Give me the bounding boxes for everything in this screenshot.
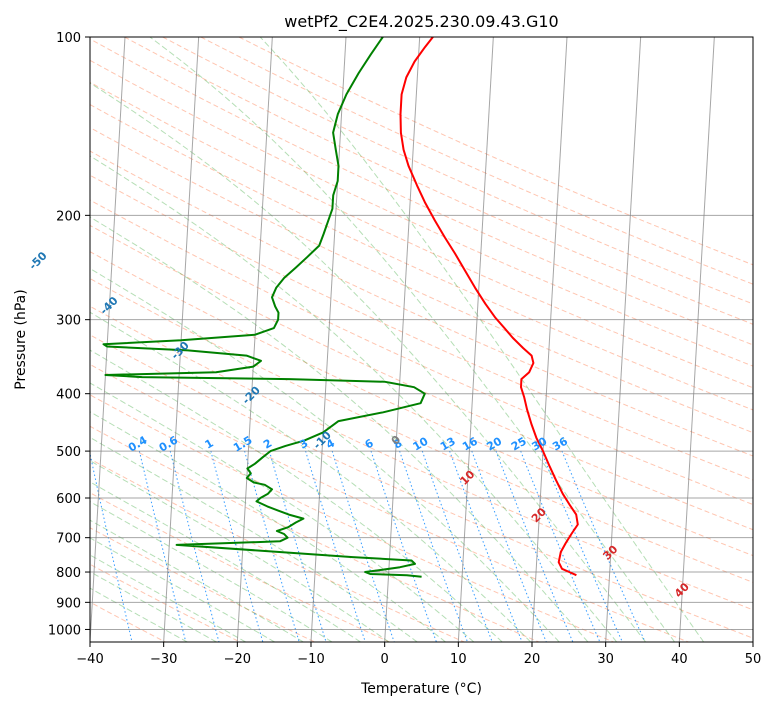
dry-adiabat-line — [90, 224, 753, 531]
moist-adiabat-line — [90, 216, 589, 642]
x-tick-label: 0 — [381, 652, 389, 667]
x-tick-label: −40 — [76, 652, 103, 667]
moist-adiabat-line — [90, 460, 390, 642]
x-tick-label: 20 — [524, 652, 541, 667]
x-axis-title: Temperature (°C) — [360, 681, 482, 697]
dry-adiabat-line — [238, 37, 753, 266]
x-tick-label: 40 — [671, 652, 688, 667]
moist-adiabat-line — [90, 382, 475, 642]
y-tick-label: 700 — [56, 532, 81, 547]
dry-adiabat-line — [90, 305, 753, 611]
profiles — [102, 37, 579, 578]
mixing-ratio-line — [268, 450, 327, 642]
mixing-ratio-line — [540, 450, 623, 642]
y-axis: 100 200 300 400 500 600 700 800 900 1000 — [48, 31, 90, 638]
mixing-ratio-line — [561, 450, 646, 642]
x-tick-label: 30 — [597, 652, 614, 667]
mixing-ratio-line — [305, 450, 366, 642]
y-tick-label: 400 — [56, 388, 81, 403]
isotherm-line — [605, 37, 642, 642]
chart-title: wetPf2_C2E4.2025.230.09.43.G10 — [284, 12, 558, 32]
moist-adiabat-line — [149, 37, 675, 642]
x-tick-label: 50 — [745, 652, 762, 667]
x-axis: −40 −30 −20 −10 0 10 20 30 40 50 — [76, 642, 761, 667]
dry-adiabat-line — [162, 37, 753, 305]
dry-adiabat-line — [90, 81, 753, 389]
dry-adiabat-line — [90, 199, 753, 506]
isotherm-line — [236, 37, 273, 642]
moist-adiabat-line — [90, 349, 503, 642]
mixing-ratio-line — [399, 450, 468, 642]
isotherm-line — [90, 37, 126, 642]
grid-lines — [90, 37, 753, 642]
isotherm-line — [531, 37, 568, 642]
y-tick-label: 500 — [56, 445, 81, 460]
isotherm-line — [457, 37, 494, 642]
y-tick-label: 300 — [56, 314, 81, 329]
mixing-ratio-line — [138, 450, 187, 642]
y-tick-label: 900 — [56, 596, 81, 611]
isotherm-line — [678, 37, 715, 642]
dry-adiabat-line — [90, 127, 753, 434]
moist-adiabat-line — [90, 436, 418, 642]
y-tick-label: 600 — [56, 492, 81, 507]
temperature-series-line — [399, 37, 579, 577]
mixing-ratio-line — [370, 450, 437, 642]
line-labels: 0.40.611.52346810131620253036-100-90-80-… — [26, 249, 692, 600]
dry-adiabat-line — [90, 38, 753, 346]
y-tick-label: 200 — [56, 209, 81, 224]
dry-adiabat-line — [90, 251, 753, 557]
dry-adiabat-line — [90, 278, 753, 583]
x-tick-label: −30 — [150, 652, 177, 667]
mixing-ratio-line — [90, 451, 133, 642]
isotherm-line — [310, 37, 347, 642]
dry-adiabat-line — [90, 150, 753, 457]
y-tick-label: 1000 — [48, 623, 81, 638]
mixing-ratio-line — [169, 450, 220, 642]
dewpoint-series-line — [102, 37, 426, 578]
mixing-ratio-line — [421, 450, 493, 642]
moist-adiabat-line — [90, 587, 188, 642]
y-axis-title: Pressure (hPa) — [13, 289, 29, 389]
moist-adiabat-line — [90, 82, 646, 642]
y-tick-label: 800 — [56, 566, 81, 581]
mixing-ratio-line — [520, 450, 601, 642]
mixing-ratio-line — [210, 450, 264, 642]
mixing-ratio-line — [331, 450, 395, 642]
x-tick-label: −10 — [297, 652, 324, 667]
x-tick-label: −20 — [224, 652, 251, 667]
y-tick-label: 100 — [56, 31, 81, 46]
x-tick-label: 10 — [450, 652, 467, 667]
plot-frame — [89, 36, 754, 643]
isotherm-line — [384, 37, 421, 642]
dry-adiabat-line — [90, 59, 753, 367]
